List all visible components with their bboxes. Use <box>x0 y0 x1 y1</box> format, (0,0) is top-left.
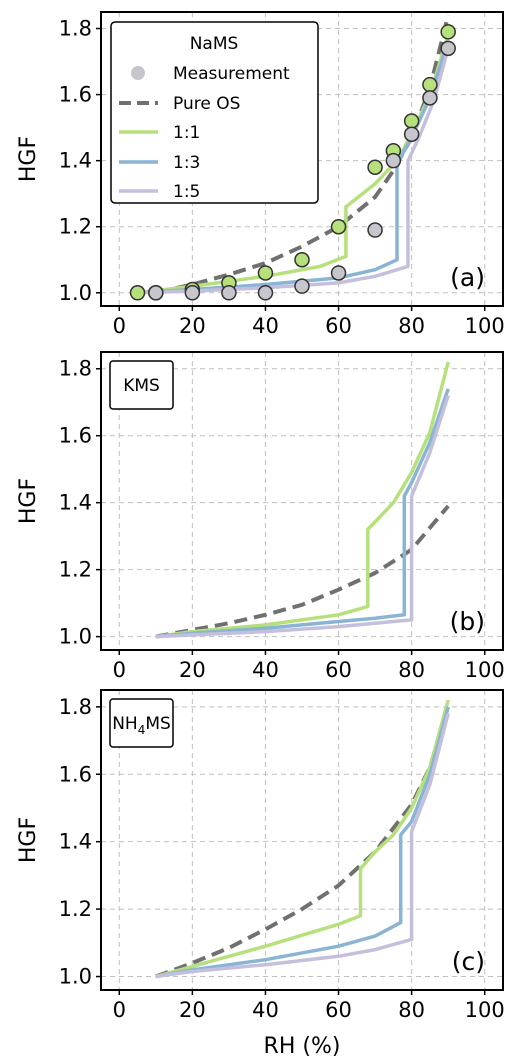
panel-a: 0 20 40 60 80 100 1.0 1.2 1.4 1.6 1.8 HGF (a) NaMS Mea… <box>16 11 505 338</box>
measurement-point <box>403 113 420 129</box>
x-tick-label: 0 <box>113 998 126 1022</box>
measurement-point <box>294 278 310 294</box>
measurement-point <box>330 218 347 235</box>
legend-entry-label: 1:1 <box>173 123 200 143</box>
measurement-point <box>184 285 201 301</box>
x-tick-label: 80 <box>398 998 425 1022</box>
measurement-point <box>440 24 456 40</box>
series-line-pure-os <box>155 504 450 639</box>
x-tick-label: 100 <box>465 314 505 338</box>
x-tick-label: 40 <box>252 998 279 1022</box>
legend-entry-label: 1:5 <box>173 182 200 202</box>
y-tick-label: 1.8 <box>59 17 92 41</box>
y-axis-label: HGF <box>16 817 41 863</box>
series-line-pure-os <box>155 706 451 979</box>
x-axis-label: RH (%) <box>264 1034 341 1059</box>
x-tick-label: 20 <box>179 998 206 1022</box>
y-tick-label: 1.2 <box>59 897 92 921</box>
y-tick-label: 1.2 <box>59 558 92 582</box>
measurement-point <box>403 126 420 142</box>
measurement-point <box>367 222 383 238</box>
x-tick-label: 40 <box>252 658 279 682</box>
x-tick-label: 60 <box>325 998 352 1022</box>
y-tick-label: 1.0 <box>59 965 92 989</box>
species-label: KMS <box>123 376 160 396</box>
panel-label: (b) <box>450 607 485 636</box>
legend-entry-label: 1:3 <box>173 153 200 173</box>
series-line-1-3 <box>155 388 450 639</box>
measurement-point <box>257 285 274 301</box>
panel-b: 0 20 40 60 80 100 1.0 1.2 1.4 1.6 1.8 HGF (b) KMS <box>16 351 505 682</box>
measurement-point <box>129 285 146 301</box>
measurement-point <box>330 265 347 281</box>
y-axis-label: HGF <box>16 478 41 524</box>
series-line-1-1 <box>155 361 450 639</box>
measurement-point <box>422 76 438 93</box>
legend-entry-label: Pure OS <box>173 94 240 114</box>
x-tick-label: 20 <box>179 658 206 682</box>
x-tick-label: 100 <box>465 998 505 1022</box>
y-tick-label: 1.2 <box>59 215 92 239</box>
species-box <box>109 360 174 410</box>
measurement-point <box>257 265 274 281</box>
panel-label: (c) <box>452 947 485 976</box>
legend-box <box>110 21 319 204</box>
legend-entry-label: Measurement <box>173 64 290 84</box>
species-label: NH4MS <box>112 714 171 737</box>
measurement-point <box>440 40 456 57</box>
measurement-point <box>385 152 402 169</box>
series-line-1-3 <box>155 706 450 979</box>
series-line-1-5 <box>155 713 450 979</box>
panel-c: 0 20 40 60 80 100 1.0 1.2 1.4 1.6 1.8 HGF RH (%) (c) N… <box>16 689 505 1059</box>
legend-marker-measurement <box>131 66 145 80</box>
y-tick-label: 1.6 <box>59 762 92 786</box>
series-line-1-5 <box>155 394 450 639</box>
measurement-point <box>367 159 383 176</box>
y-tick-label: 1.0 <box>59 625 92 649</box>
x-tick-label: 80 <box>398 314 425 338</box>
panel-label: (a) <box>450 263 485 292</box>
x-tick-label: 40 <box>252 314 279 338</box>
x-tick-label: 60 <box>325 314 352 338</box>
measurement-point <box>221 285 237 301</box>
measurement-point <box>422 90 438 106</box>
x-tick-label: 20 <box>179 314 206 338</box>
y-tick-label: 1.8 <box>59 357 92 381</box>
x-tick-label: 60 <box>325 658 352 682</box>
y-tick-label: 1.6 <box>59 424 92 448</box>
x-tick-label: 100 <box>465 658 505 682</box>
axes-frame <box>100 351 504 651</box>
y-tick-label: 1.4 <box>59 149 92 173</box>
axes-frame <box>100 689 504 991</box>
series-line-1-1 <box>155 699 450 979</box>
y-tick-label: 1.8 <box>59 695 92 719</box>
y-tick-label: 1.4 <box>59 491 92 515</box>
species-box <box>109 698 174 748</box>
axes-frame <box>100 11 504 307</box>
y-tick-label: 1.6 <box>59 83 92 107</box>
y-tick-label: 1.4 <box>59 830 92 854</box>
x-tick-label: 0 <box>113 658 126 682</box>
x-tick-label: 80 <box>398 658 425 682</box>
x-tick-label: 0 <box>113 314 126 338</box>
legend-title: NaMS <box>190 34 239 54</box>
measurement-point <box>148 285 164 301</box>
y-tick-label: 1.0 <box>59 281 92 305</box>
measurement-point <box>294 252 310 268</box>
y-axis-label: HGF <box>16 136 41 182</box>
